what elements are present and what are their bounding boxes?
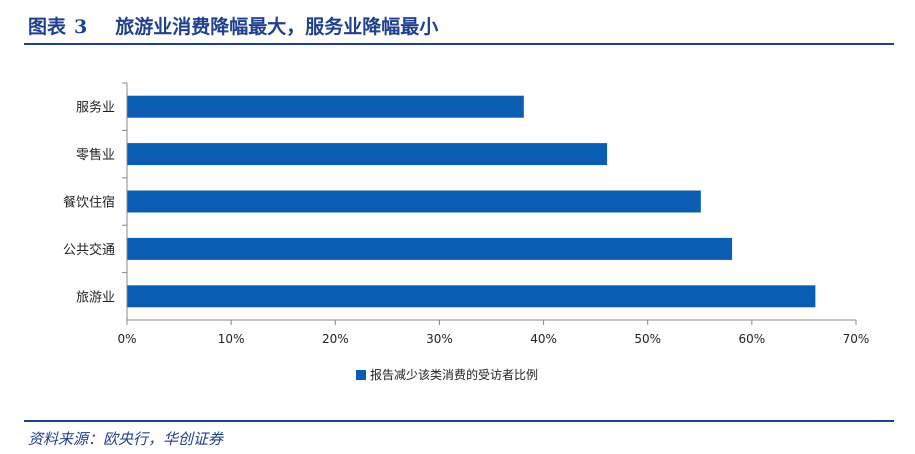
category-label: 餐饮住宿 [63, 195, 115, 211]
x-tick-label: 60% [739, 332, 766, 346]
category-label: 公共交通 [63, 242, 115, 258]
x-tick-label: 10% [218, 332, 245, 346]
category-label: 旅游业 [76, 290, 115, 305]
category-label: 服务业 [76, 100, 115, 116]
source-rule [24, 420, 894, 422]
x-tick-label: 0% [117, 332, 136, 346]
title-rule [24, 43, 894, 45]
x-tick-label: 40% [530, 332, 557, 346]
figure-label: 图表 [28, 16, 67, 38]
bar-5 [127, 285, 816, 308]
bar-3 [127, 190, 701, 213]
bar-1 [127, 95, 524, 118]
x-tick-label: 30% [426, 332, 453, 346]
source-note: 资料来源：欧央行，华创证券 [28, 430, 224, 448]
x-tick-label: 70% [843, 332, 870, 346]
legend-swatch [356, 369, 366, 380]
bar-4 [127, 237, 733, 260]
x-tick-label: 20% [322, 332, 349, 346]
figure-caption: 旅游业消费降幅最大，服务业降幅最小 [115, 16, 439, 38]
figure-title: 图表 3 旅游业消费降幅最大，服务业降幅最小 [28, 12, 438, 39]
category-label: 零售业 [76, 147, 115, 163]
bar-2 [127, 143, 608, 166]
legend-label: 报告减少该类消费的受访者比例 [370, 368, 539, 382]
x-tick-label: 50% [634, 332, 661, 346]
figure-number: 3 [74, 16, 88, 38]
chart-legend: 报告减少该类消费的受访者比例 [356, 366, 538, 383]
